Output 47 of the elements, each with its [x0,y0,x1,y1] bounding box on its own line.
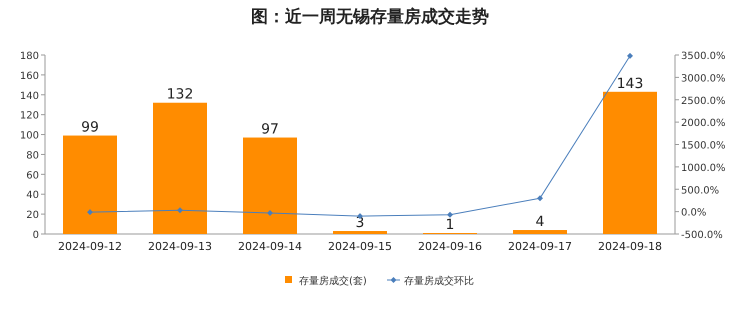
point [87,209,93,216]
y-tick-label: 160 [20,70,39,82]
bar [603,92,657,234]
y2-tick-label: 0.0% [681,208,706,219]
data-label: 1 [446,217,454,234]
y-tick-label: 180 [20,51,39,62]
y2-tick-label: 3000.0% [681,73,726,84]
y2-tick-label: 2000.0% [681,118,726,130]
point [177,207,183,214]
x-tick-label: 2024-09-15 [328,240,392,253]
y-tick-label: 100 [20,130,39,142]
y-tick-label: 20 [26,210,39,222]
y-tick-label: 140 [20,90,39,102]
bar [333,231,387,234]
y-tick-label: 120 [20,110,39,122]
y2-tick-label: -500.0% [681,230,723,241]
point [627,52,633,59]
y-tick-label: 0 [32,230,39,241]
legend-label: 存量房成交(套) [299,275,367,287]
y-tick-label: 60 [26,170,39,182]
x-tick-label: 2024-09-18 [598,240,662,253]
bar [513,230,567,234]
x-tick-label: 2024-09-14 [238,240,302,253]
y2-tick-label: 2500.0% [681,96,726,107]
data-label: 99 [81,120,99,136]
y2-tick-label: 1500.0% [681,140,726,152]
point [447,212,453,218]
y-tick-label: 40 [26,190,39,202]
y2-tick-label: 500.0% [681,185,720,196]
x-tick-label: 2024-09-16 [418,240,482,253]
chart-title: 图：近一周无锡存量房成交走势 [251,7,489,27]
point [267,210,273,216]
y-tick-label: 80 [26,150,39,162]
x-tick-label: 2024-09-17 [508,240,572,253]
data-label: 97 [261,122,279,138]
bar [63,136,117,234]
y2-tick-label: 3500.0% [681,51,726,62]
point [537,195,543,202]
data-label: 143 [616,76,644,92]
x-tick-label: 2024-09-12 [58,240,122,253]
bar [243,138,297,234]
bar [153,102,207,234]
x-tick-label: 2024-09-13 [148,240,212,253]
data-label: 4 [536,214,545,230]
y2-tick-label: 1000.0% [681,162,726,174]
legend-label: 存量房成交环比 [404,275,474,287]
data-label: 132 [166,86,194,103]
